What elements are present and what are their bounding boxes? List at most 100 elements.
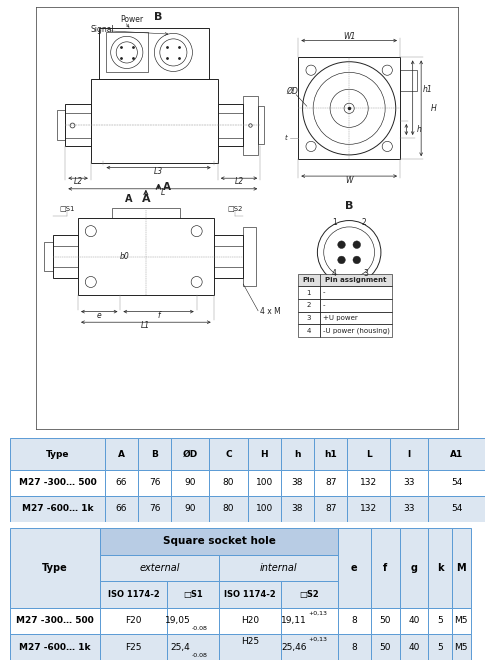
- Bar: [100, 555, 219, 581]
- Text: internal: internal: [259, 563, 297, 573]
- Bar: [248, 496, 281, 522]
- Bar: [214, 235, 243, 277]
- Text: H: H: [260, 450, 268, 458]
- Text: A1: A1: [450, 450, 463, 458]
- Bar: [209, 438, 248, 470]
- Bar: [347, 496, 390, 522]
- Text: 3: 3: [364, 269, 369, 278]
- Text: 54: 54: [451, 504, 462, 513]
- Bar: [10, 438, 105, 470]
- Bar: [390, 438, 428, 470]
- Text: H: H: [431, 104, 437, 113]
- Bar: [281, 438, 314, 470]
- Bar: [428, 496, 485, 522]
- Bar: [400, 70, 417, 91]
- Bar: [319, 273, 392, 286]
- Bar: [10, 634, 100, 660]
- Text: 66: 66: [116, 478, 127, 488]
- Bar: [319, 299, 392, 311]
- Text: 132: 132: [360, 478, 377, 488]
- Text: f: f: [157, 311, 160, 319]
- Bar: [281, 470, 314, 496]
- Text: 80: 80: [223, 478, 234, 488]
- Bar: [319, 311, 392, 324]
- Bar: [219, 634, 281, 660]
- Text: W1: W1: [343, 32, 355, 41]
- Text: Square socket hole: Square socket hole: [162, 536, 275, 546]
- Bar: [105, 496, 138, 522]
- Text: f: f: [383, 563, 388, 573]
- Text: h: h: [294, 450, 300, 458]
- Text: -U power (housing): -U power (housing): [323, 327, 390, 334]
- Text: 19,05: 19,05: [165, 616, 191, 625]
- Bar: [167, 634, 219, 660]
- Text: 132: 132: [360, 504, 377, 513]
- Text: F20: F20: [125, 616, 142, 625]
- Bar: [248, 438, 281, 470]
- Bar: [138, 438, 171, 470]
- Bar: [167, 608, 219, 634]
- Text: 80: 80: [223, 504, 234, 513]
- Text: 19,11: 19,11: [281, 616, 307, 625]
- Text: □S2: □S2: [299, 590, 319, 599]
- Bar: [399, 608, 428, 634]
- Text: A: A: [163, 181, 171, 191]
- Text: +U power: +U power: [323, 315, 358, 321]
- Text: L: L: [366, 450, 372, 458]
- Bar: [65, 104, 91, 147]
- Bar: [100, 581, 167, 608]
- Bar: [112, 208, 180, 218]
- Bar: [319, 324, 392, 337]
- Bar: [371, 608, 399, 634]
- Bar: [452, 634, 471, 660]
- Text: L2: L2: [74, 177, 83, 186]
- Bar: [105, 438, 138, 470]
- Text: M27 -300… 500: M27 -300… 500: [18, 478, 97, 488]
- Bar: [100, 634, 167, 660]
- Bar: [298, 311, 319, 324]
- Text: 4 x M: 4 x M: [260, 307, 281, 316]
- Bar: [298, 57, 400, 159]
- Bar: [428, 438, 485, 470]
- Text: H25: H25: [241, 638, 259, 646]
- Text: 100: 100: [255, 504, 273, 513]
- Bar: [10, 528, 100, 608]
- Bar: [371, 634, 399, 660]
- Bar: [428, 608, 452, 634]
- Text: □S1: □S1: [60, 205, 75, 211]
- Text: A: A: [118, 450, 125, 458]
- Bar: [219, 555, 338, 581]
- Text: B: B: [345, 201, 353, 211]
- Text: 3: 3: [307, 315, 311, 321]
- Bar: [281, 496, 314, 522]
- Text: 1: 1: [307, 289, 311, 295]
- Text: L1: L1: [141, 321, 150, 330]
- Bar: [390, 470, 428, 496]
- Bar: [138, 470, 171, 496]
- Text: 87: 87: [325, 478, 337, 488]
- Text: 76: 76: [149, 478, 160, 488]
- Text: Type: Type: [46, 450, 69, 458]
- Text: h1: h1: [423, 85, 432, 94]
- Bar: [319, 286, 392, 299]
- Bar: [100, 528, 338, 555]
- Bar: [338, 608, 371, 634]
- Text: 25,4: 25,4: [171, 642, 191, 652]
- Bar: [298, 273, 319, 286]
- Bar: [10, 608, 100, 634]
- Text: Signal: Signal: [91, 25, 114, 35]
- Text: t: t: [285, 135, 288, 141]
- Text: 90: 90: [185, 478, 196, 488]
- Text: 90: 90: [185, 504, 196, 513]
- Bar: [248, 470, 281, 496]
- Text: W: W: [346, 176, 353, 185]
- Text: 5: 5: [437, 616, 443, 625]
- Text: H20: H20: [241, 616, 259, 625]
- Text: □S2: □S2: [227, 205, 243, 211]
- Text: B: B: [154, 12, 163, 22]
- Bar: [171, 470, 209, 496]
- Bar: [219, 581, 281, 608]
- Bar: [347, 438, 390, 470]
- Bar: [167, 581, 219, 608]
- Bar: [298, 286, 319, 299]
